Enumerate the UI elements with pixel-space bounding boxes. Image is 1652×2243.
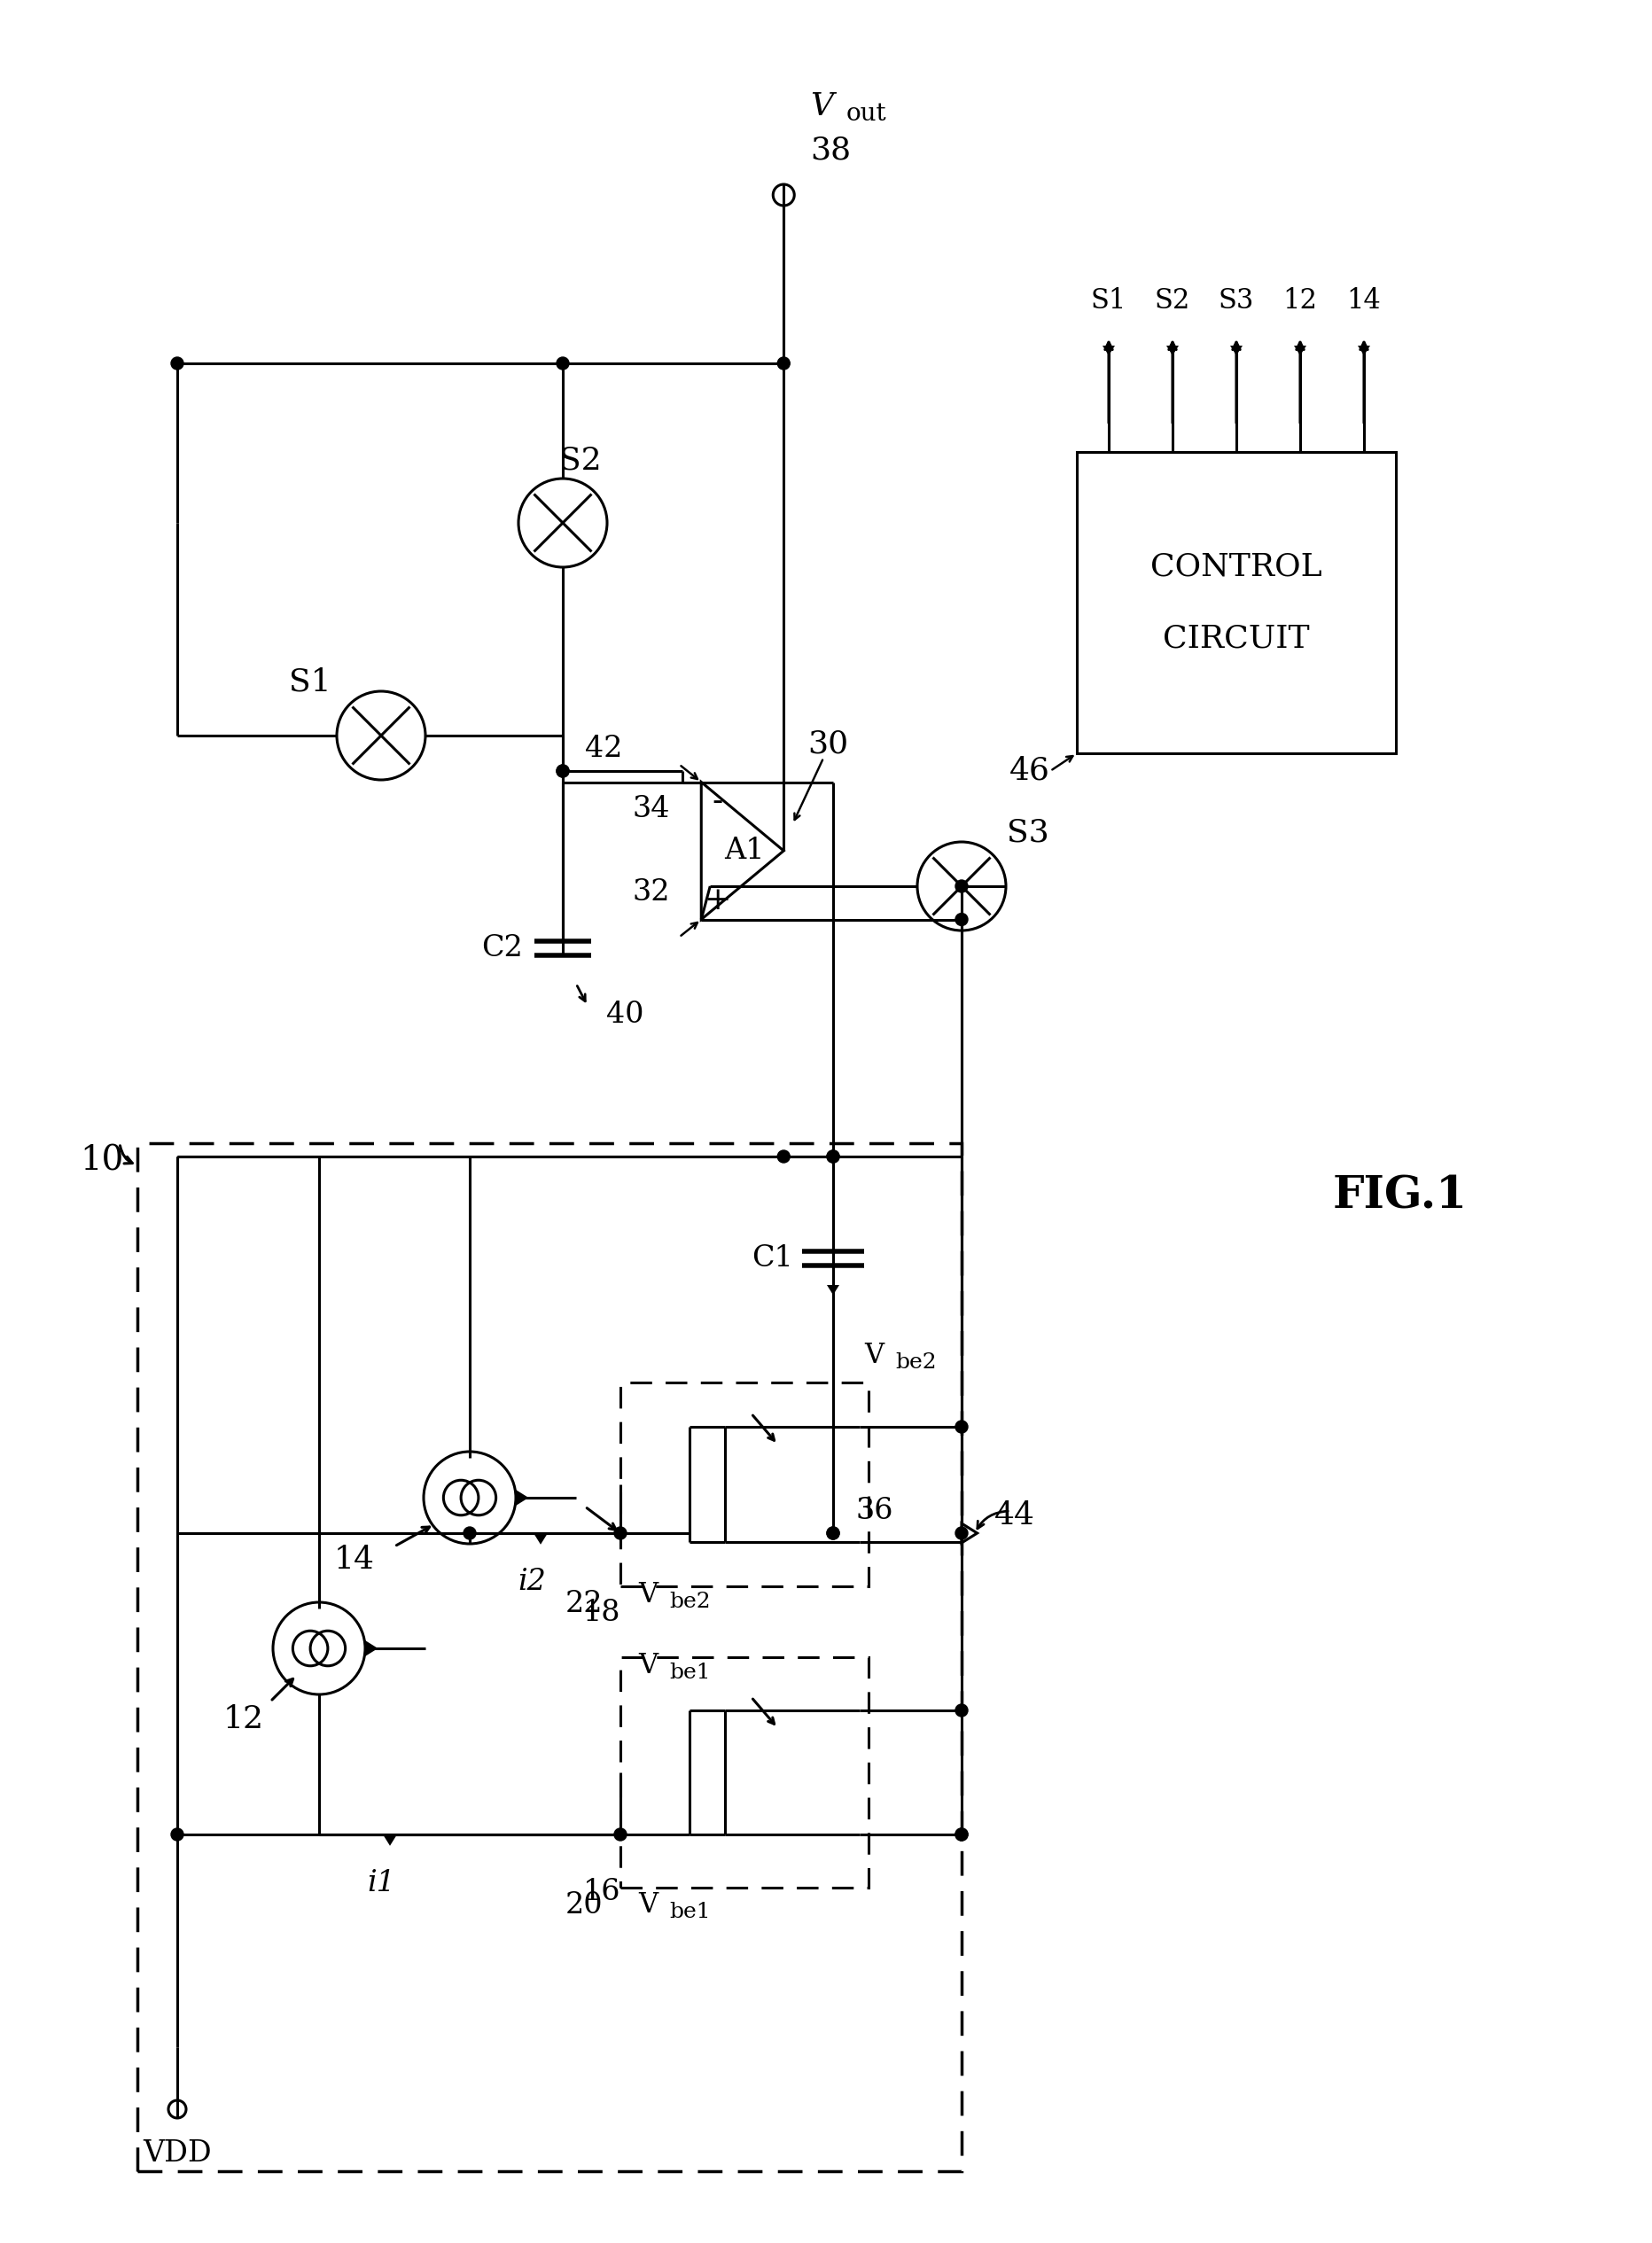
Circle shape xyxy=(828,1527,839,1539)
Text: 10: 10 xyxy=(79,1144,124,1178)
Text: V: V xyxy=(809,92,833,121)
Circle shape xyxy=(955,1705,968,1716)
Text: 46: 46 xyxy=(1009,756,1051,785)
Polygon shape xyxy=(828,1285,839,1294)
Text: 12: 12 xyxy=(223,1705,264,1734)
Text: S3: S3 xyxy=(1219,287,1254,314)
Polygon shape xyxy=(1358,345,1370,357)
Circle shape xyxy=(955,1420,968,1433)
Text: 40: 40 xyxy=(606,1000,644,1030)
Bar xyxy=(621,1382,869,1586)
Text: +: + xyxy=(704,886,730,915)
Polygon shape xyxy=(1294,345,1307,357)
Polygon shape xyxy=(365,1640,378,1655)
Text: S1: S1 xyxy=(289,668,332,698)
Circle shape xyxy=(615,1828,626,1842)
Circle shape xyxy=(172,1828,183,1842)
Text: 38: 38 xyxy=(809,135,851,166)
Text: 12: 12 xyxy=(1284,287,1317,314)
Text: VDD: VDD xyxy=(142,2140,211,2167)
Bar xyxy=(621,1658,869,1889)
Circle shape xyxy=(778,357,790,370)
Text: 30: 30 xyxy=(808,729,849,760)
Text: 14: 14 xyxy=(334,1545,375,1575)
Text: be1: be1 xyxy=(669,1902,710,1922)
Text: S3: S3 xyxy=(1008,819,1049,848)
Text: 18: 18 xyxy=(583,1599,621,1626)
Circle shape xyxy=(955,879,968,893)
Circle shape xyxy=(557,765,568,778)
Text: i1: i1 xyxy=(367,1868,395,1898)
Polygon shape xyxy=(1166,345,1180,357)
Text: i2: i2 xyxy=(517,1568,545,1597)
Text: C1: C1 xyxy=(752,1245,793,1272)
Circle shape xyxy=(464,1527,476,1539)
Polygon shape xyxy=(1231,345,1242,357)
Text: 44: 44 xyxy=(995,1501,1036,1530)
Text: 20: 20 xyxy=(565,1891,603,1920)
Text: 16: 16 xyxy=(583,1877,621,1907)
Text: be2: be2 xyxy=(669,1593,710,1613)
Circle shape xyxy=(557,765,568,778)
Polygon shape xyxy=(534,1534,548,1545)
Text: 14: 14 xyxy=(1346,287,1381,314)
Text: 42: 42 xyxy=(585,736,623,763)
Text: CONTROL: CONTROL xyxy=(1150,552,1322,581)
Text: be2: be2 xyxy=(895,1353,937,1373)
Circle shape xyxy=(955,1828,968,1842)
Text: 36: 36 xyxy=(856,1496,894,1525)
Text: FIG.1: FIG.1 xyxy=(1333,1175,1467,1218)
Text: V: V xyxy=(638,1581,657,1608)
Bar xyxy=(1077,453,1396,754)
Text: S2: S2 xyxy=(1155,287,1191,314)
Polygon shape xyxy=(383,1835,396,1846)
Text: V: V xyxy=(638,1653,657,1680)
Circle shape xyxy=(615,1527,626,1539)
Polygon shape xyxy=(515,1489,529,1505)
Circle shape xyxy=(955,1527,968,1539)
Text: be1: be1 xyxy=(669,1662,710,1682)
Polygon shape xyxy=(1102,345,1115,357)
Text: V: V xyxy=(864,1341,884,1370)
Text: 22: 22 xyxy=(565,1590,603,1617)
Text: 34: 34 xyxy=(633,794,671,823)
Circle shape xyxy=(828,1151,839,1162)
Text: out: out xyxy=(846,101,885,126)
Text: A1: A1 xyxy=(724,837,765,866)
Circle shape xyxy=(955,1828,968,1842)
Circle shape xyxy=(955,913,968,926)
Bar xyxy=(137,1144,961,2171)
Text: S2: S2 xyxy=(560,446,601,476)
Circle shape xyxy=(557,357,568,370)
Text: CIRCUIT: CIRCUIT xyxy=(1163,624,1310,655)
Text: 32: 32 xyxy=(633,879,671,906)
Text: C2: C2 xyxy=(481,933,524,962)
Circle shape xyxy=(828,1527,839,1539)
Circle shape xyxy=(778,1151,790,1162)
Text: -: - xyxy=(712,787,722,816)
Circle shape xyxy=(172,357,183,370)
Text: V: V xyxy=(638,1891,657,1920)
Circle shape xyxy=(828,1151,839,1162)
Text: S1: S1 xyxy=(1090,287,1127,314)
